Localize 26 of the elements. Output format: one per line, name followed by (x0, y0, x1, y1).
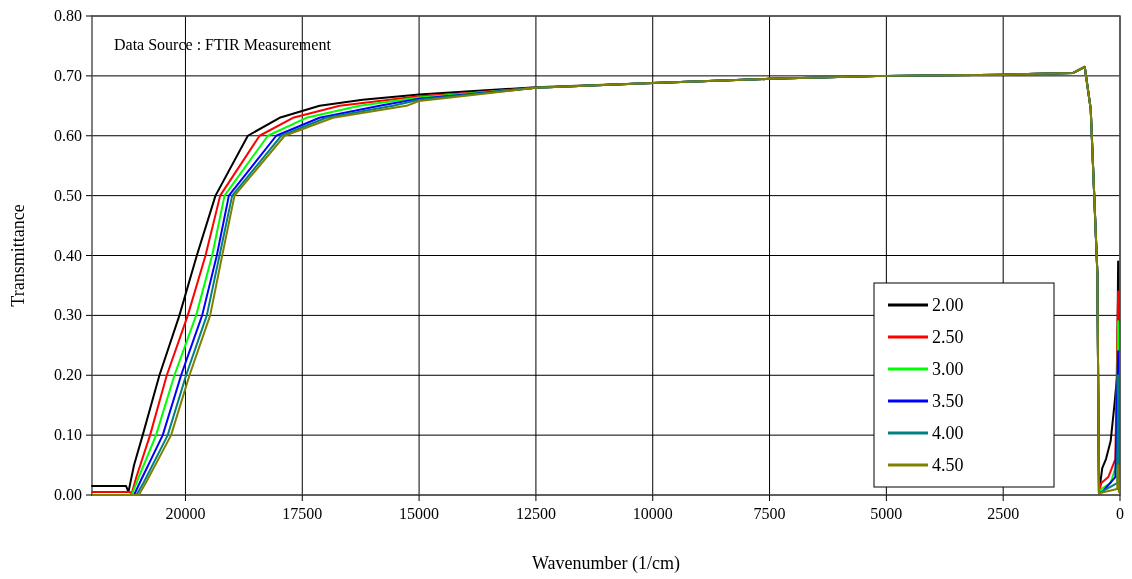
x-tick-label: 2500 (987, 505, 1020, 522)
y-tick-label: 0.40 (54, 246, 82, 264)
x-tick-label: 17500 (282, 505, 323, 522)
y-tick-label: 0.70 (54, 66, 82, 84)
y-tick-label: 0.00 (54, 486, 82, 503)
x-tick-label: 5000 (870, 505, 903, 522)
x-tick-label: 10000 (632, 505, 673, 522)
legend-label: 4.50 (932, 455, 964, 475)
legend-label: 3.00 (932, 359, 964, 379)
y-tick-label: 0.20 (54, 366, 82, 384)
x-axis-title: Wavenumber (1/cm) (532, 553, 680, 574)
x-tick-label: 12500 (515, 505, 556, 522)
x-tick-label: 15000 (399, 505, 440, 522)
y-tick-label: 0.30 (54, 306, 82, 324)
y-axis-title: Transmittance (8, 204, 28, 307)
legend-label: 2.50 (932, 327, 964, 347)
legend-label: 4.00 (932, 423, 964, 443)
y-tick-label: 0.50 (54, 186, 82, 204)
legend-label: 3.50 (932, 391, 964, 411)
x-tick-label: 0 (1116, 505, 1124, 522)
y-tick-label: 0.60 (54, 126, 82, 144)
x-tick-label: 20000 (165, 505, 206, 522)
y-tick-label: 0.10 (54, 426, 82, 444)
y-tick-label: 0.80 (54, 7, 82, 24)
x-tick-label: 7500 (753, 505, 786, 522)
legend-label: 2.00 (932, 295, 964, 315)
